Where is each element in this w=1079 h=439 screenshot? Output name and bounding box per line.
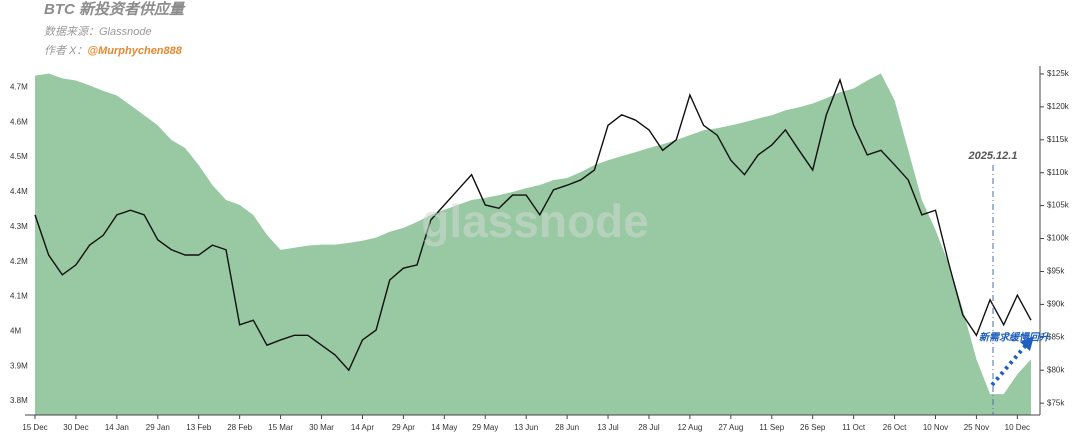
price-line [34, 77, 1032, 372]
y-tick-label: 4.7M [10, 83, 28, 92]
x-tick-label: 14 Apr [351, 423, 374, 432]
y-tick-label: 4.3M [10, 222, 28, 231]
y-tick-label: 4.2M [10, 257, 28, 266]
y2-tick-label: $90k [1047, 299, 1065, 308]
x-tick-label: 27 Aug [718, 423, 743, 432]
x-tick-label: 28 Jul [638, 423, 660, 432]
x-tick-label: 28 Jun [555, 423, 579, 432]
y-tick-label: 4.5M [10, 152, 28, 161]
x-tick-label: 14 Jan [105, 423, 129, 432]
arrow-head [1020, 336, 1034, 351]
x-tick-label: 13 Jul [597, 423, 619, 432]
x-tick-label: 11 Oct [842, 423, 866, 432]
x-tick-label: 14 May [431, 423, 457, 432]
y2-tick-label: $80k [1047, 365, 1065, 374]
x-tick-label: 29 Apr [392, 423, 415, 432]
author: 作者 X：@Murphychen888 [44, 44, 183, 57]
author-label: 作者 X： [44, 44, 87, 57]
y2-tick-label: $95k [1047, 267, 1065, 276]
chart-title: BTC 新投资者供应量 [44, 0, 186, 18]
x-tick-label: 15 Dec [22, 423, 47, 432]
watermark: glassnode [421, 195, 649, 247]
x-tick-label: 28 Feb [227, 423, 252, 432]
y-tick-label: 4.1M [10, 292, 28, 301]
x-tick-label: 30 Dec [63, 423, 88, 432]
y2-tick-label: $100k [1047, 234, 1070, 243]
date-annotation: 2025.12.1 [968, 150, 1018, 162]
y2-tick-label: $115k [1047, 135, 1069, 144]
x-tick-label: 15 Mar [268, 423, 293, 432]
y-tick-label: 4.4M [10, 187, 28, 196]
x-tick-label: 10 Nov [923, 423, 948, 432]
y2-tick-label: $120k [1047, 102, 1070, 111]
x-tick-label: 25 Nov [964, 423, 989, 432]
y-tick-label: 3.9M [10, 361, 28, 370]
y-tick-label: 3.8M [10, 396, 28, 405]
x-tick-label: 13 Feb [186, 423, 211, 432]
x-tick-label: 26 Sep [800, 423, 826, 432]
x-tick-label: 30 Mar [309, 423, 334, 432]
source: 数据来源：Glassnode [44, 25, 152, 38]
x-tick-label: 29 May [472, 423, 498, 432]
x-tick-label: 12 Aug [677, 423, 702, 432]
y-tick-label: 4.6M [10, 117, 28, 126]
y2-tick-label: $125k [1047, 69, 1070, 78]
x-tick-label: 29 Jan [146, 423, 170, 432]
y2-tick-label: $105k [1047, 201, 1070, 210]
x-tick-label: 10 Dec [1005, 423, 1030, 432]
trend-annotation: 新需求缓慢回升 [979, 332, 1050, 344]
y2-tick-label: $75k [1047, 398, 1065, 407]
plot: 3.8M 3.9M 4M 4.1M 4.2M 4.3M 4.4M 4.5M 4.6M 4.7M $7… [10, 66, 1070, 432]
source-name: Glassnode [99, 26, 152, 38]
x-tick-label: 13 Jun [514, 423, 538, 432]
y2-tick-label: $110k [1047, 168, 1069, 177]
supply-area [35, 73, 1031, 415]
trend-arrow [990, 343, 1028, 387]
x-tick-label: 11 Sep [759, 423, 784, 432]
y-tick-label: 4M [10, 326, 21, 335]
x-tick-label: 26 Oct [883, 423, 907, 432]
y2-tick-label: $85k [1047, 332, 1065, 341]
source-label: 数据来源： [44, 25, 99, 38]
author-handle: @Murphychen888 [87, 45, 182, 57]
